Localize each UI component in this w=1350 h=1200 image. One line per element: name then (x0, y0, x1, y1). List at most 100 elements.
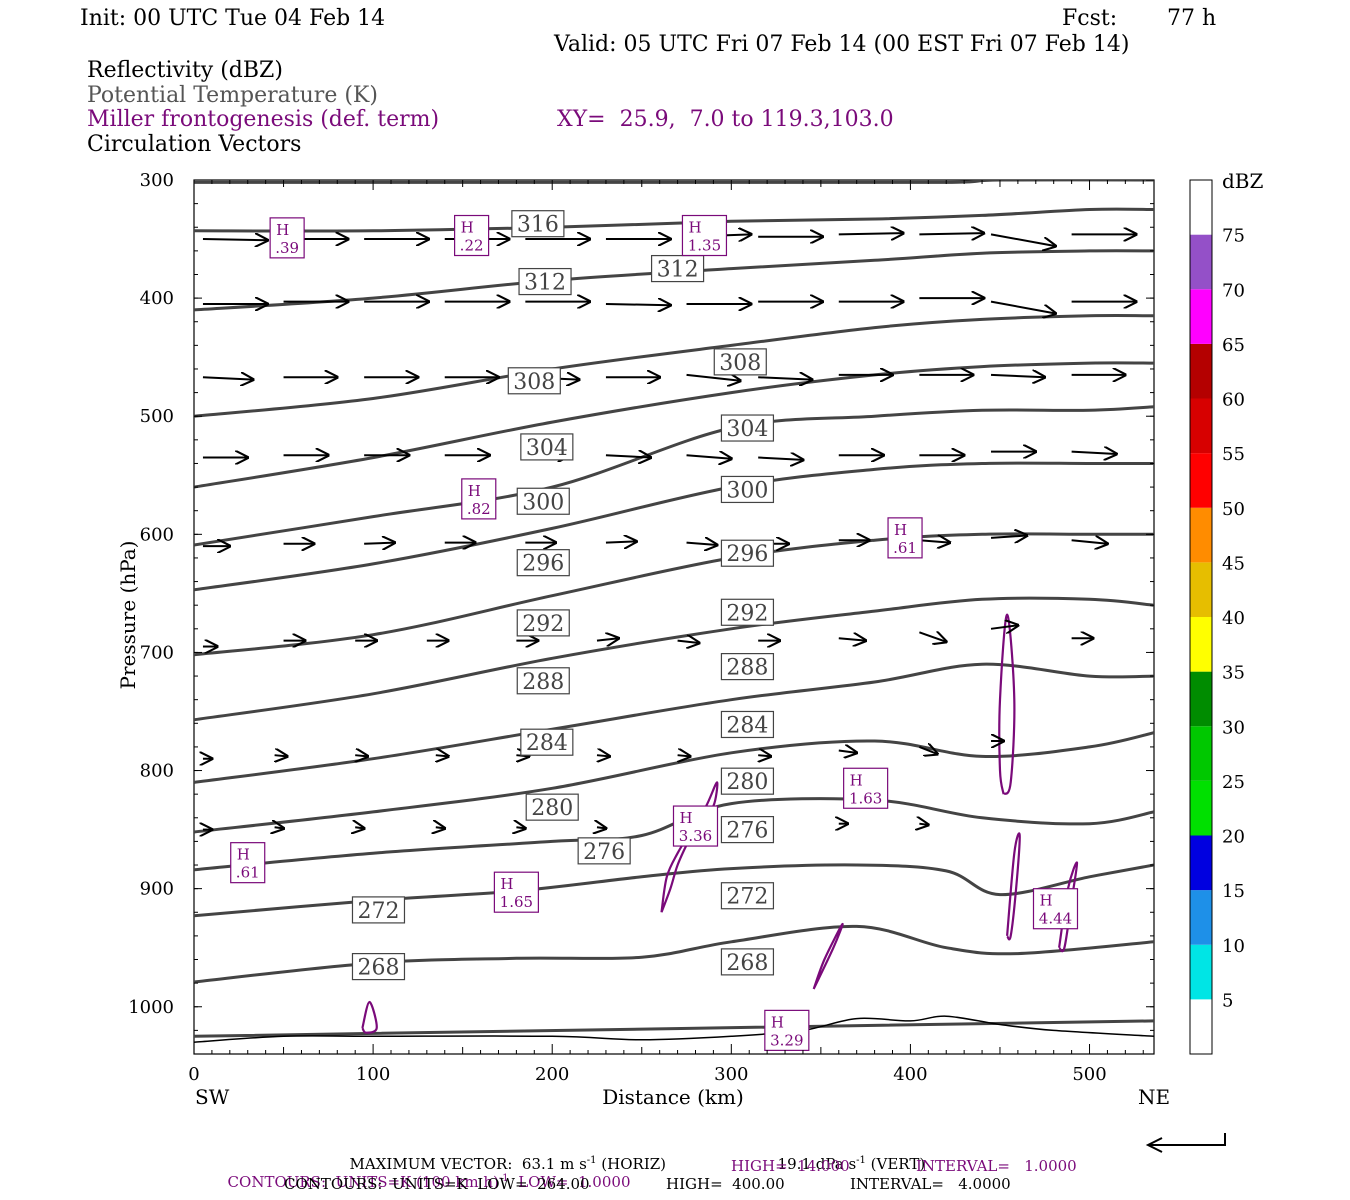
colorbar-segment (1190, 944, 1212, 1000)
theta-label: 296 (726, 542, 768, 567)
colorbar-tick-label: 45 (1222, 553, 1245, 574)
theta-label-box: 292 (516, 609, 570, 637)
frontogenesis-max-value: .39 (275, 239, 299, 257)
colorbar-segment (1190, 726, 1212, 781)
theta-label: 272 (726, 885, 768, 910)
colorbar-tick-label: 65 (1222, 335, 1245, 356)
y-tick-label: 1000 (128, 997, 174, 1018)
colorbar-segment (1190, 289, 1212, 344)
circulation-vector (605, 541, 636, 542)
colorbar-tick-label: 35 (1222, 663, 1245, 684)
theta-label: 304 (726, 417, 768, 442)
max-vector-horiz: MAXIMUM VECTOR: 63.1 m s-1 (HORIZ) (349, 1155, 667, 1173)
theta-label: 300 (726, 478, 768, 503)
frontogenesis-contour (1006, 832, 1021, 941)
colorbar-segment (1190, 398, 1212, 454)
circulation-vector (919, 540, 949, 542)
x-tick-label: 400 (893, 1064, 927, 1085)
valid-time: Valid: 05 UTC Fri 07 Feb 14 (00 EST Fri … (554, 32, 1130, 57)
theta-label-box: 280 (525, 793, 579, 821)
max-vector-reference-arrow (1145, 1133, 1226, 1153)
theta-isentrope-280 (194, 731, 1154, 834)
theta-label: 300 (522, 490, 564, 515)
circulation-vector (596, 638, 618, 640)
colorbar-tick-label: 70 (1222, 280, 1245, 301)
frontogenesis-max-value: 4.44 (1039, 910, 1072, 928)
circulation-vector (516, 827, 525, 828)
plot-frame (193, 179, 1155, 1055)
y-axis-label: Pressure (hPa) (116, 541, 140, 690)
x-tick-label: 200 (535, 1064, 569, 1085)
frontogenesis-max-letter: H (688, 219, 701, 237)
circulation-vector (990, 625, 1018, 629)
theta-label-box: 296 (720, 539, 775, 567)
circulation-vector (758, 458, 803, 460)
frontogenesis-max-value: .61 (236, 864, 260, 882)
colorbar-tick-label: 25 (1222, 772, 1245, 793)
y-tick-label: 600 (140, 524, 174, 545)
theta-label: 296 (522, 552, 564, 577)
frontogenesis-max-box: H.61 (230, 842, 266, 884)
circulation-vector (919, 824, 928, 825)
theta-label-box: 280 (720, 767, 775, 795)
frontogenesis-max-letter: H (1039, 892, 1052, 910)
frontogenesis-max-box: H.39 (269, 217, 305, 259)
theta-label-box: 304 (520, 433, 574, 461)
colorbar-tick-label: 20 (1222, 827, 1245, 848)
theta-label-box: 268 (351, 952, 406, 981)
field-potential-temperature: Potential Temperature (K) (87, 83, 378, 108)
colorbar-tick-label: 50 (1222, 499, 1245, 520)
max-vector-vert: 19.1 dPa s-1 (VERT) (777, 1155, 926, 1173)
y-tick-label: 400 (140, 288, 174, 309)
theta-contour-interval: INTERVAL= 4.0000 (850, 1175, 1011, 1193)
theta-label-box: 300 (720, 475, 775, 503)
colorbar-segment (1190, 890, 1212, 945)
frontogenesis-contour (361, 1000, 378, 1034)
theta-isentrope-288 (194, 596, 1154, 722)
circulation-vector (364, 543, 394, 544)
circulation-vector (202, 377, 253, 379)
theta-label: 276 (726, 819, 768, 844)
theta-isentrope-284 (194, 662, 1154, 784)
frontogenesis-max-box: H.61 (887, 517, 923, 559)
circulation-vector (838, 750, 857, 752)
init-time: Init: 00 UTC Tue 04 Feb 14 (80, 6, 386, 31)
forecast-value: 77 h (1167, 6, 1217, 31)
theta-label-box: 292 (720, 598, 775, 626)
cross-section-endpoints: XY= 25.9, 7.0 to 119.3,103.0 (557, 107, 894, 132)
theta-label: 284 (726, 713, 768, 738)
x-tick-label: 100 (356, 1064, 390, 1085)
colorbar-segment (1190, 999, 1212, 1054)
frontogenesis-max-value: 3.36 (679, 827, 712, 845)
theta-isentrope-304 (194, 361, 1154, 489)
theta-label-box: 276 (720, 815, 775, 844)
circulation-vector (605, 304, 670, 305)
frontogenesis-max-value: .61 (893, 539, 917, 557)
colorbar-segment (1190, 507, 1212, 563)
circulation-vector (838, 233, 903, 234)
circulation-vector (605, 455, 651, 457)
circulation-vector (436, 755, 449, 756)
theta-label-box: 268 (720, 948, 775, 976)
y-tick-label: 300 (140, 170, 174, 191)
circulation-vector (1071, 540, 1108, 544)
frontogenesis-contour (660, 781, 719, 913)
colorbar-frame (1189, 179, 1213, 1055)
colorbar-segment (1190, 671, 1212, 727)
theta-label-box: 308 (713, 348, 767, 376)
theta-label: 316 (517, 213, 559, 238)
circulation-vector (990, 536, 1027, 538)
colorbar-segment (1190, 562, 1212, 617)
frontogenesis-max-value: .22 (460, 237, 484, 255)
theta-label-box: 288 (720, 653, 775, 681)
theta-label: 272 (357, 899, 399, 924)
circulation-vector (678, 755, 691, 756)
circulation-vector (919, 233, 983, 234)
theta-label-box: 312 (650, 254, 705, 283)
theta-label-box: 272 (351, 896, 406, 924)
x-tick-label: 500 (1072, 1064, 1106, 1085)
theta-label-box: 276 (577, 837, 631, 865)
x-tick-label: 300 (714, 1064, 748, 1085)
circulation-vector (990, 375, 1045, 377)
